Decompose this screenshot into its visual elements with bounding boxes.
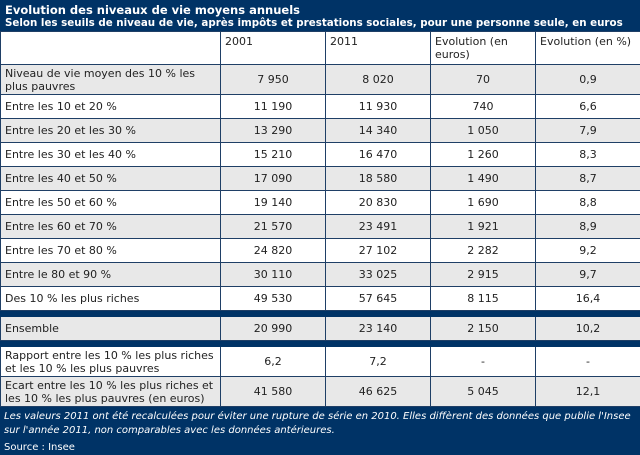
value-evolution-pct: 10,2 (536, 317, 640, 341)
row-label: Entre les 50 et 60 % (1, 191, 221, 215)
value-2011: 8 020 (326, 65, 431, 95)
value-2011: 11 930 (326, 95, 431, 119)
row-label: Niveau de vie moyen des 10 % les plus pa… (1, 65, 221, 95)
value-2011: 46 625 (326, 377, 431, 407)
table-footer: Les valeurs 2011 ont été recalculées pou… (0, 407, 640, 455)
column-header-2001: 2001 (221, 32, 326, 65)
ratio-row: Ecart entre les 10 % les plus riches et … (1, 377, 640, 407)
value-evolution-euros: 1 690 (431, 191, 536, 215)
value-2001: 19 140 (221, 191, 326, 215)
value-evolution-pct: - (536, 347, 640, 377)
row-label: Ensemble (1, 317, 221, 341)
row-label: Entre le 80 et 90 % (1, 263, 221, 287)
value-evolution-pct: 8,7 (536, 167, 640, 191)
value-evolution-euros: 2 150 (431, 317, 536, 341)
column-header-evolution-euros: Evolution (en euros) (431, 32, 536, 65)
value-2011: 27 102 (326, 239, 431, 263)
value-evolution-euros: 2 915 (431, 263, 536, 287)
value-evolution-pct: 9,7 (536, 263, 640, 287)
footnote: Les valeurs 2011 ont été recalculées pou… (4, 410, 636, 438)
value-evolution-euros: 1 921 (431, 215, 536, 239)
value-evolution-euros: 5 045 (431, 377, 536, 407)
value-2011: 57 645 (326, 287, 431, 311)
row-label: Ecart entre les 10 % les plus riches et … (1, 377, 221, 407)
value-evolution-euros: 8 115 (431, 287, 536, 311)
value-2011: 23 140 (326, 317, 431, 341)
value-2011: 23 491 (326, 215, 431, 239)
value-2001: 49 530 (221, 287, 326, 311)
value-evolution-euros: 2 282 (431, 239, 536, 263)
column-header-evolution-pct: Evolution (en %) (536, 32, 640, 65)
value-evolution-pct: 12,1 (536, 377, 640, 407)
value-evolution-pct: 9,2 (536, 239, 640, 263)
value-evolution-pct: 7,9 (536, 119, 640, 143)
value-evolution-euros: 740 (431, 95, 536, 119)
table-title: Evolution des niveaux de vie moyens annu… (5, 3, 635, 17)
ratio-row: Rapport entre les 10 % les plus riches e… (1, 347, 640, 377)
column-header-label (1, 32, 221, 65)
row-label: Entre les 30 et les 40 % (1, 143, 221, 167)
value-2001: 11 190 (221, 95, 326, 119)
value-2011: 16 470 (326, 143, 431, 167)
value-2001: 41 580 (221, 377, 326, 407)
value-evolution-euros: 70 (431, 65, 536, 95)
value-evolution-euros: 1 050 (431, 119, 536, 143)
table-subtitle: Selon les seuils de niveau de vie, après… (5, 17, 635, 30)
table-header: Evolution des niveaux de vie moyens annu… (0, 0, 640, 31)
value-2011: 33 025 (326, 263, 431, 287)
table-row: Niveau de vie moyen des 10 % les plus pa… (1, 65, 640, 95)
value-evolution-euros: 1 490 (431, 167, 536, 191)
column-header-row: 2001 2011 Evolution (en euros) Evolution… (1, 32, 640, 65)
value-2011: 7,2 (326, 347, 431, 377)
row-label: Entre les 60 et 70 % (1, 215, 221, 239)
row-label: Entre les 10 et 20 % (1, 95, 221, 119)
income-table-figure: Evolution des niveaux de vie moyens annu… (0, 0, 640, 426)
row-label: Entre les 70 et 80 % (1, 239, 221, 263)
value-2001: 7 950 (221, 65, 326, 95)
value-evolution-pct: 16,4 (536, 287, 640, 311)
value-2001: 20 990 (221, 317, 326, 341)
value-2001: 6,2 (221, 347, 326, 377)
value-2011: 20 830 (326, 191, 431, 215)
value-2001: 24 820 (221, 239, 326, 263)
value-evolution-pct: 8,3 (536, 143, 640, 167)
value-evolution-euros: 1 260 (431, 143, 536, 167)
value-2001: 30 110 (221, 263, 326, 287)
row-label: Entre les 40 et 50 % (1, 167, 221, 191)
value-evolution-pct: 8,9 (536, 215, 640, 239)
income-table: 2001 2011 Evolution (en euros) Evolution… (0, 31, 640, 407)
value-evolution-pct: 0,9 (536, 65, 640, 95)
column-header-2011: 2011 (326, 32, 431, 65)
value-2001: 21 570 (221, 215, 326, 239)
value-2001: 15 210 (221, 143, 326, 167)
value-evolution-pct: 6,6 (536, 95, 640, 119)
value-2011: 14 340 (326, 119, 431, 143)
value-2001: 13 290 (221, 119, 326, 143)
value-2001: 17 090 (221, 167, 326, 191)
value-evolution-euros: - (431, 347, 536, 377)
row-label: Des 10 % les plus riches (1, 287, 221, 311)
row-label: Entre les 20 et les 30 % (1, 119, 221, 143)
value-2011: 18 580 (326, 167, 431, 191)
value-evolution-pct: 8,8 (536, 191, 640, 215)
source-label: Source : Insee (4, 441, 636, 455)
row-label: Rapport entre les 10 % les plus riches e… (1, 347, 221, 377)
